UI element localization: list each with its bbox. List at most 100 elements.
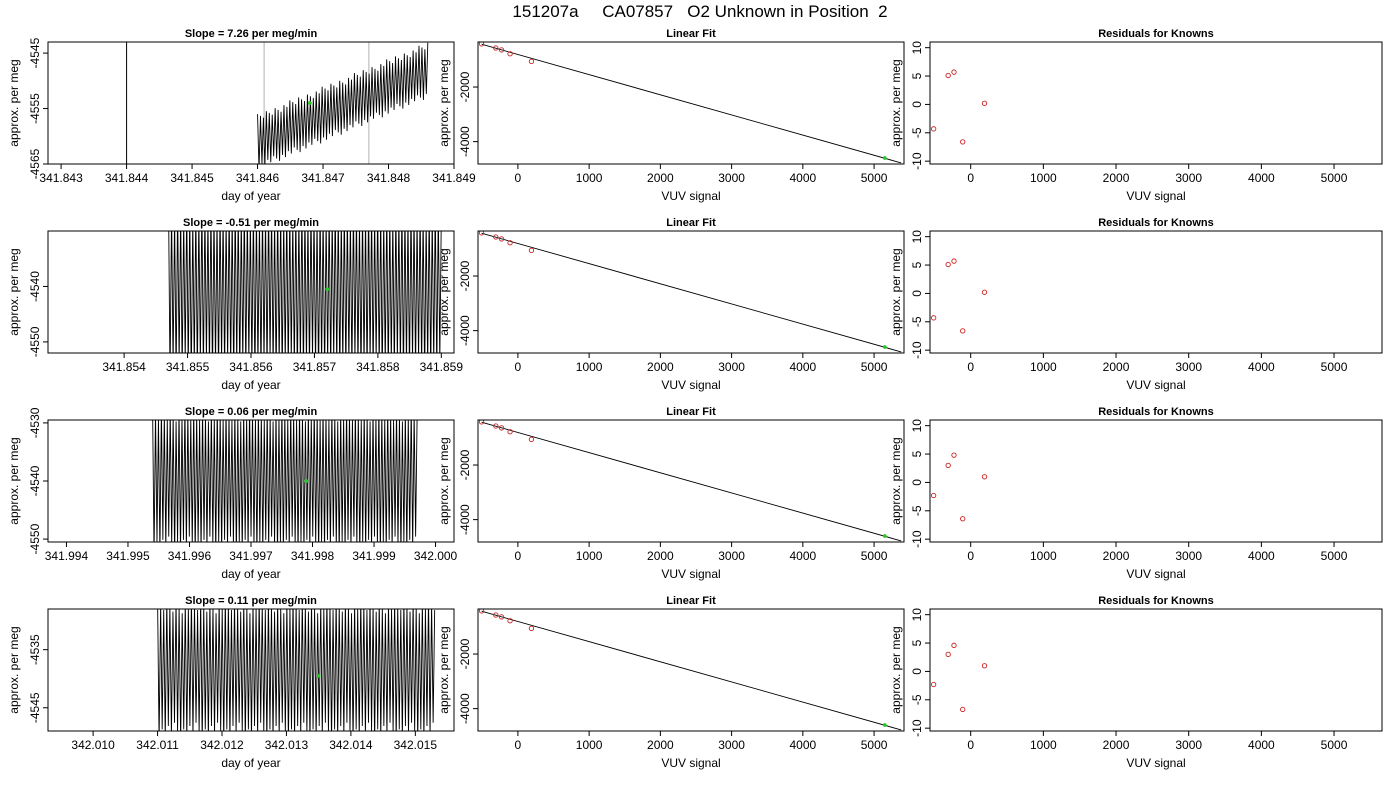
plot-content [930, 642, 988, 713]
y-axis-label: approx. per meg [437, 59, 451, 146]
y-axis-label: approx. per meg [437, 437, 451, 524]
y-axis-label: approx. per meg [7, 248, 21, 335]
known-point [507, 51, 513, 57]
x-tick-label: 0 [515, 549, 522, 563]
y-tick-label: -10 [910, 530, 924, 548]
x-tick-label: 5000 [861, 549, 888, 563]
x-tick-label: 1000 [1030, 738, 1057, 752]
panel-title: Residuals for Knowns [1098, 595, 1214, 607]
panel-1-3: 0 1000 2000 3000 4000 5000 -10 -5 0 5 10 Residuals … [889, 28, 1383, 203]
y-tick-label: -4530 [28, 407, 42, 438]
x-tick-label: 0 [967, 171, 974, 185]
y-tick-label: -2000 [458, 260, 472, 291]
plot-frame [47, 608, 455, 732]
x-tick-label: 341.996 [168, 549, 212, 563]
x-tick-label: 341.855 [166, 360, 210, 374]
y-tick-label: -4555 [28, 93, 42, 124]
known-point [478, 420, 485, 425]
known-point [945, 72, 951, 79]
x-tick-label: 5000 [1321, 171, 1348, 185]
panel-title: Slope = 0.11 per meg/min [185, 595, 317, 607]
x-tick-label: 5000 [1321, 549, 1348, 563]
y-tick-label: -2000 [458, 71, 472, 102]
x-tick-label: 2000 [647, 738, 674, 752]
y-tick-label: 10 [910, 230, 924, 244]
unknown-point [882, 156, 887, 160]
x-tick-label: 4000 [1248, 738, 1275, 752]
panel-title: Linear Fit [666, 406, 716, 418]
x-axis-label: VUV signal [1126, 567, 1185, 581]
y-tick-label: 0 [910, 290, 924, 297]
x-tick-label: 1000 [1030, 360, 1057, 374]
panel-2-3: 0 1000 2000 3000 4000 5000 -10 -5 0 5 10 Residuals … [889, 217, 1383, 392]
y-tick-label: -4000 [458, 315, 472, 346]
x-tick-label: 1000 [576, 738, 603, 752]
y-tick-label: -4545 [28, 37, 42, 68]
x-tick-label: 4000 [1248, 360, 1275, 374]
x-axis-label: VUV signal [1126, 189, 1185, 203]
unknown-point [882, 723, 887, 727]
x-tick-label: 2000 [1103, 360, 1130, 374]
plot-content [152, 420, 418, 542]
plot-frame [929, 419, 1383, 543]
y-tick-label: -4535 [28, 634, 42, 665]
x-tick-label: 5000 [861, 738, 888, 752]
x-axis-label: VUV signal [1126, 378, 1185, 392]
x-tick-label: 4000 [789, 171, 816, 185]
y-tick-label: 5 [910, 261, 924, 268]
x-tick-label: 341.854 [102, 360, 146, 374]
x-tick-label: 4000 [1248, 171, 1275, 185]
panel-4-3: 0 1000 2000 3000 4000 5000 -10 -5 0 5 10 Residuals … [889, 595, 1383, 770]
known-point [945, 651, 951, 658]
y-tick-label: -4000 [458, 504, 472, 535]
y-axis-label: approx. per meg [889, 59, 903, 146]
y-tick-label: -4550 [28, 523, 42, 554]
x-tick-label: 5000 [861, 360, 888, 374]
unknown-point [325, 287, 330, 292]
x-tick-label: 5000 [1321, 360, 1348, 374]
y-tick-label: -10 [910, 719, 924, 737]
panel-title: Slope = -0.51 per meg/min [183, 217, 319, 229]
x-tick-label: 0 [515, 738, 522, 752]
known-point [960, 706, 966, 713]
y-tick-label: -10 [910, 152, 924, 170]
known-point [951, 258, 957, 264]
known-point [945, 261, 951, 268]
y-tick-label: -4000 [458, 126, 472, 157]
y-tick-label: 5 [910, 639, 924, 646]
plot-content [478, 231, 902, 353]
unknown-point [308, 101, 312, 105]
x-tick-label: 341.856 [229, 360, 273, 374]
x-tick-label: 341.998 [291, 549, 335, 563]
x-tick-label: 0 [967, 549, 974, 563]
x-axis-label: VUV signal [661, 756, 720, 770]
fit-line [481, 610, 902, 731]
page-title: 151207a CA07857 O2 Unknown in Position 2 [512, 2, 888, 21]
x-tick-label: 2000 [1103, 549, 1130, 563]
known-point [981, 474, 988, 480]
y-tick-label: -2000 [458, 638, 472, 669]
x-tick-label: 342.015 [394, 738, 438, 752]
panel-title: Slope = 7.26 per meg/min [185, 28, 318, 40]
x-axis-label: VUV signal [661, 378, 720, 392]
x-tick-label: 1000 [576, 549, 603, 563]
x-axis-label: day of year [221, 756, 280, 770]
plot-content [478, 420, 902, 542]
plot-content [157, 609, 436, 731]
y-axis-label: approx. per meg [889, 437, 903, 524]
y-tick-label: 10 [910, 419, 924, 433]
unknown-point [316, 673, 321, 678]
known-point [960, 328, 966, 334]
fit-line [481, 232, 902, 353]
plot-content [930, 258, 988, 334]
known-point [493, 45, 499, 51]
panel-2-2: 0 1000 2000 3000 4000 5000 -2000 -4000 Linear Fi… [437, 217, 905, 392]
known-point [478, 609, 485, 614]
x-tick-label: 342.011 [136, 738, 179, 752]
known-point [493, 612, 499, 618]
plot-content [478, 42, 902, 164]
x-tick-label: 341.846 [236, 171, 280, 185]
unknown-point [882, 534, 887, 538]
y-tick-label: 10 [910, 41, 924, 55]
